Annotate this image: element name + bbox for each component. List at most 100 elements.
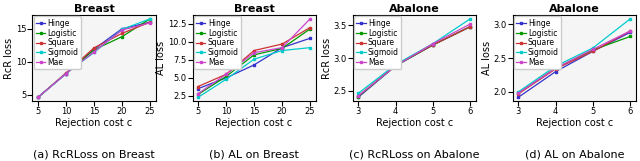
Logistic bbox=[250, 54, 258, 56]
Mae bbox=[34, 96, 42, 98]
Sigmoid bbox=[62, 73, 70, 75]
Hinge bbox=[222, 77, 230, 79]
Text: (d) AL on Abalone: (d) AL on Abalone bbox=[525, 149, 624, 159]
Logistic bbox=[62, 73, 70, 75]
Logistic bbox=[90, 49, 98, 51]
Title: Breast: Breast bbox=[74, 4, 115, 14]
Mae bbox=[627, 30, 634, 32]
Hinge bbox=[278, 47, 286, 49]
Line: Sigmoid: Sigmoid bbox=[196, 46, 312, 99]
Mae bbox=[552, 67, 559, 69]
X-axis label: Rejection cost c: Rejection cost c bbox=[376, 118, 452, 128]
Square bbox=[250, 50, 258, 52]
Square bbox=[392, 64, 399, 66]
Mae bbox=[467, 23, 474, 25]
Mae bbox=[195, 93, 202, 95]
Line: Mae: Mae bbox=[196, 18, 312, 95]
Mae bbox=[306, 18, 314, 20]
Hinge bbox=[355, 96, 362, 98]
Y-axis label: RcR loss: RcR loss bbox=[4, 38, 14, 79]
Sigmoid bbox=[306, 47, 314, 49]
Hinge bbox=[467, 26, 474, 28]
Logistic bbox=[515, 92, 522, 94]
Line: Sigmoid: Sigmoid bbox=[357, 18, 472, 95]
Hinge bbox=[392, 65, 399, 67]
Sigmoid bbox=[146, 18, 154, 20]
Square bbox=[62, 72, 70, 74]
Sigmoid bbox=[589, 47, 596, 49]
Line: Square: Square bbox=[196, 26, 312, 88]
Title: Abalone: Abalone bbox=[388, 4, 440, 14]
Sigmoid bbox=[222, 78, 230, 80]
Title: Breast: Breast bbox=[234, 4, 275, 14]
Hinge bbox=[250, 64, 258, 66]
Line: Hinge: Hinge bbox=[357, 25, 472, 99]
Sigmoid bbox=[429, 43, 436, 45]
Line: Hinge: Hinge bbox=[36, 21, 152, 99]
Sigmoid bbox=[355, 92, 362, 94]
Mae bbox=[278, 47, 286, 49]
Line: Mae: Mae bbox=[517, 30, 632, 95]
Sigmoid bbox=[34, 96, 42, 98]
Sigmoid bbox=[392, 64, 399, 66]
Mae bbox=[146, 22, 154, 24]
Logistic bbox=[222, 76, 230, 77]
Hinge bbox=[118, 28, 126, 30]
Logistic bbox=[429, 44, 436, 46]
Sigmoid bbox=[195, 96, 202, 98]
Logistic bbox=[146, 18, 154, 20]
Hinge bbox=[429, 44, 436, 46]
Hinge bbox=[62, 73, 70, 75]
Square bbox=[589, 50, 596, 52]
Y-axis label: AL loss: AL loss bbox=[482, 41, 492, 75]
Mae bbox=[355, 95, 362, 97]
Square bbox=[552, 68, 559, 70]
Text: (c) RcRLoss on Abalone: (c) RcRLoss on Abalone bbox=[349, 149, 479, 159]
Square bbox=[467, 26, 474, 28]
Sigmoid bbox=[467, 18, 474, 20]
Square bbox=[355, 95, 362, 97]
Line: Hinge: Hinge bbox=[196, 37, 312, 90]
Logistic bbox=[467, 26, 474, 28]
X-axis label: Rejection cost c: Rejection cost c bbox=[216, 118, 292, 128]
Sigmoid bbox=[627, 18, 634, 20]
Logistic bbox=[278, 47, 286, 49]
Sigmoid bbox=[90, 52, 98, 53]
Hinge bbox=[306, 37, 314, 39]
Logistic bbox=[34, 96, 42, 98]
Line: Logistic: Logistic bbox=[36, 18, 152, 99]
Mae bbox=[90, 51, 98, 53]
Hinge bbox=[627, 31, 634, 33]
Text: (a) RcRLoss on Breast: (a) RcRLoss on Breast bbox=[33, 149, 155, 159]
Square bbox=[515, 93, 522, 95]
Hinge bbox=[90, 48, 98, 50]
Line: Square: Square bbox=[517, 30, 632, 95]
Hinge bbox=[195, 88, 202, 90]
Logistic bbox=[195, 93, 202, 95]
Square bbox=[429, 44, 436, 46]
Sigmoid bbox=[278, 50, 286, 52]
Title: Abalone: Abalone bbox=[549, 4, 600, 14]
Mae bbox=[515, 92, 522, 94]
Mae bbox=[118, 29, 126, 31]
Line: Hinge: Hinge bbox=[517, 31, 632, 99]
Logistic bbox=[627, 35, 634, 37]
Square bbox=[118, 32, 126, 34]
Line: Sigmoid: Sigmoid bbox=[517, 18, 632, 93]
Line: Mae: Mae bbox=[357, 23, 472, 97]
Square bbox=[627, 30, 634, 32]
Legend: Hinge, Logistic, Square, Sigmoid, Mae: Hinge, Logistic, Square, Sigmoid, Mae bbox=[514, 16, 561, 69]
Sigmoid bbox=[552, 65, 559, 67]
Square bbox=[34, 96, 42, 98]
Square bbox=[195, 85, 202, 87]
Square bbox=[222, 73, 230, 75]
Logistic bbox=[392, 65, 399, 67]
Hinge bbox=[146, 21, 154, 23]
Legend: Hinge, Logistic, Square, Sigmoid, Mae: Hinge, Logistic, Square, Sigmoid, Mae bbox=[34, 16, 81, 69]
Text: (b) AL on Breast: (b) AL on Breast bbox=[209, 149, 299, 159]
Sigmoid bbox=[515, 91, 522, 93]
Sigmoid bbox=[250, 58, 258, 60]
Hinge bbox=[552, 71, 559, 73]
Logistic bbox=[355, 96, 362, 98]
Hinge bbox=[34, 96, 42, 98]
